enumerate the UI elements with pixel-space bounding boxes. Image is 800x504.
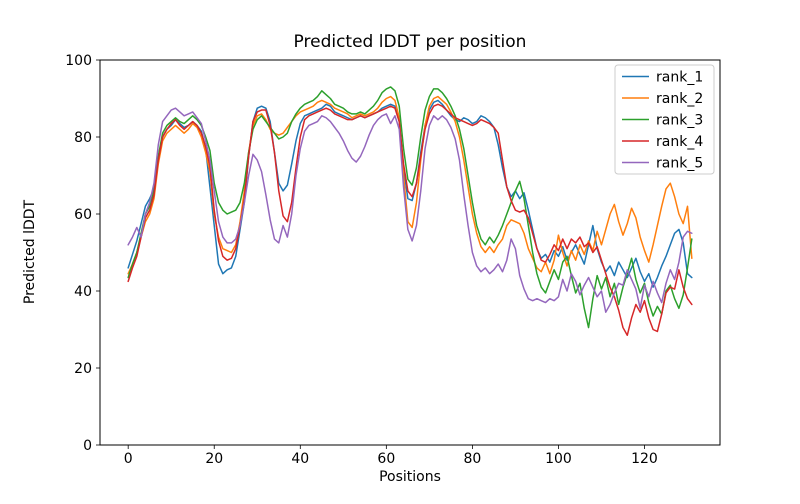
legend-label-rank_2: rank_2 (656, 91, 703, 107)
y-axis-ticks: 0 20 40 60 80 100 (65, 53, 100, 454)
x-tick-label: 100 (545, 451, 572, 467)
y-axis-label: Predicted lDDT (22, 199, 38, 304)
y-tick-label: 80 (74, 130, 92, 146)
series-line-rank_2 (127, 95, 693, 275)
chart-title: Predicted lDDT per position (294, 32, 527, 52)
legend-label-rank_3: rank_3 (656, 113, 703, 129)
x-axis-label: Positions (379, 469, 441, 485)
x-tick-label: 40 (291, 451, 309, 467)
y-tick-label: 0 (83, 438, 92, 454)
y-tick-label: 60 (74, 207, 92, 223)
x-axis-ticks: 0 20 40 60 80 100 120 (124, 445, 658, 467)
legend: rank_1 rank_2 rank_3 rank_4 rank_5 (614, 64, 715, 175)
legend-box (614, 64, 715, 175)
x-tick-label: 80 (463, 451, 481, 467)
y-tick-label: 40 (74, 284, 92, 300)
x-tick-label: 20 (205, 451, 223, 467)
x-tick-label: 0 (124, 451, 133, 467)
series-lines (127, 86, 693, 337)
series-line-rank_5 (127, 107, 693, 313)
series-line-rank_4 (127, 103, 693, 337)
y-tick-label: 100 (65, 53, 92, 69)
legend-label-rank_1: rank_1 (656, 70, 703, 86)
legend-label-rank_5: rank_5 (656, 156, 703, 172)
legend-label-rank_4: rank_4 (656, 134, 703, 150)
y-tick-label: 20 (74, 361, 92, 377)
plot-area-frame (99, 59, 721, 446)
x-tick-label: 60 (377, 451, 395, 467)
series-line-rank_3 (127, 86, 693, 329)
x-tick-label: 120 (631, 451, 658, 467)
